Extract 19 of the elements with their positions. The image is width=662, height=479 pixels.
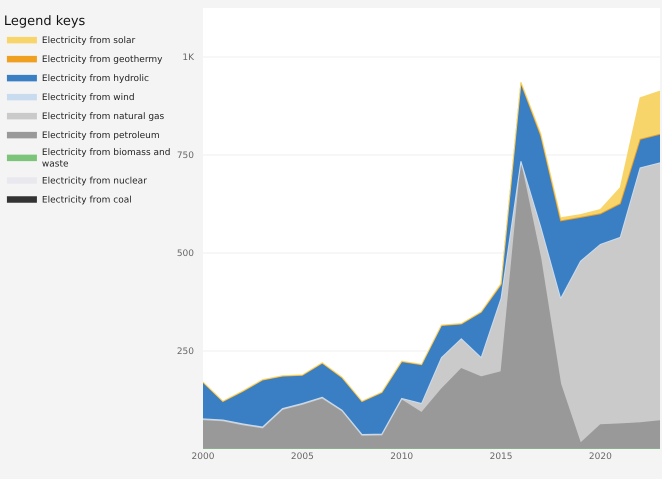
x-tick-label: 2005 xyxy=(290,452,314,462)
x-tick-label: 2010 xyxy=(390,452,414,462)
legend-label: Electricity from biomass and waste xyxy=(42,148,170,170)
y-tick-label: 1K xyxy=(182,53,196,64)
legend-label: Electricity from solar xyxy=(42,36,136,46)
legend-label: Electricity from hydrolic xyxy=(42,74,150,84)
legend-title: Legend keys xyxy=(4,14,86,29)
legend-label: Electricity from petroleum xyxy=(42,130,160,141)
x-tick-label: 2020 xyxy=(588,452,612,462)
x-tick-label: 2015 xyxy=(490,452,512,462)
x-tick-label: 2000 xyxy=(192,452,215,462)
y-tick-label: 250 xyxy=(176,347,194,358)
y-tick-label: 750 xyxy=(176,151,194,162)
legend-label: Electricity from coal xyxy=(42,195,132,206)
legend-label: Electricity from geothermy xyxy=(42,54,164,65)
legend-label: Electricity from nuclear xyxy=(42,176,148,186)
legend-label: Electricity from natural gas xyxy=(42,112,165,122)
y-tick-label: 500 xyxy=(176,249,194,260)
legend-label: Electricity from wind xyxy=(42,92,135,103)
